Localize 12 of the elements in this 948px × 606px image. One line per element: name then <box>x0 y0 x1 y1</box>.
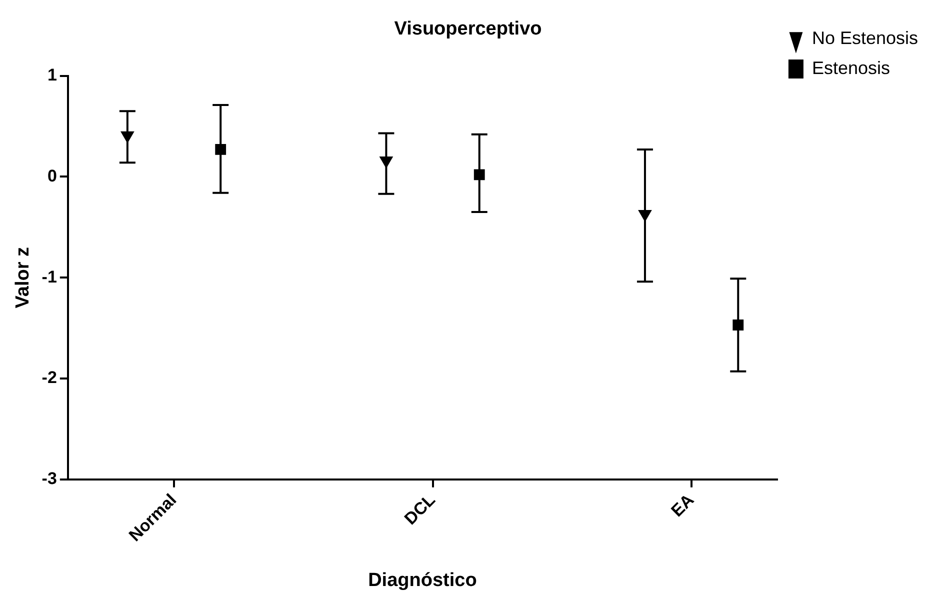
y-tick-label: 1 <box>47 65 57 84</box>
y-tick-label: 0 <box>47 166 57 186</box>
x-axis-title: Diagnóstico <box>368 570 477 591</box>
y-axis-title: Valor z <box>12 246 34 308</box>
y-tick-label: -2 <box>42 368 57 388</box>
chart-title: Visuoperceptivo <box>394 18 542 40</box>
legend-label: No Estenosis <box>812 28 918 48</box>
x-tick-label: DCL <box>400 490 439 528</box>
y-tick-label: -1 <box>42 267 57 286</box>
legend-label: Estenosis <box>812 58 890 78</box>
x-tick-label: EA <box>668 490 698 520</box>
y-tick-label: -3 <box>42 469 57 488</box>
